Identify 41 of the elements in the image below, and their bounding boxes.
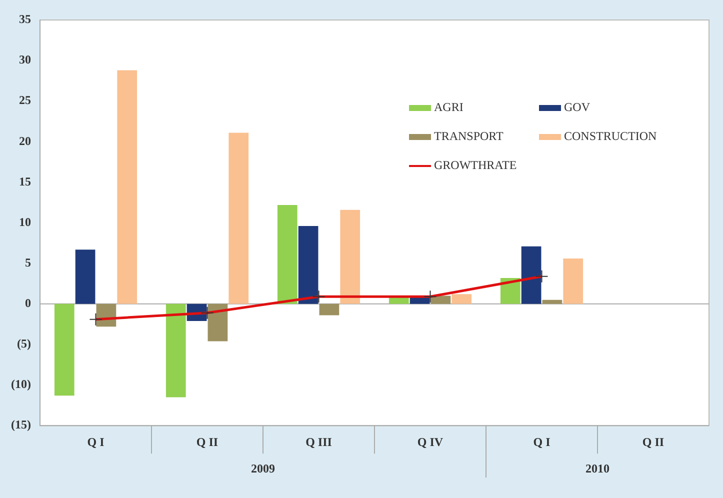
y-tick-label: 10 xyxy=(18,214,31,229)
y-tick-label: 25 xyxy=(18,93,31,108)
x-tick-label: Q I xyxy=(533,434,551,449)
bar xyxy=(521,246,542,304)
bar xyxy=(542,300,562,304)
x-tick-label: Q IV xyxy=(417,434,444,449)
x-tick-label: Q III xyxy=(306,434,332,449)
bar xyxy=(75,250,96,304)
bar xyxy=(277,204,298,304)
legend-label: GOV xyxy=(564,100,590,115)
bar xyxy=(166,304,186,398)
y-tick-label: 30 xyxy=(18,52,31,67)
bar xyxy=(430,296,451,304)
bar xyxy=(340,210,360,304)
text: 2010 xyxy=(586,462,610,476)
y-tick-label: 20 xyxy=(18,134,31,148)
text: 2009 xyxy=(250,462,275,476)
bar xyxy=(319,304,340,316)
bar xyxy=(452,294,472,304)
y-tick-label: 5 xyxy=(24,255,31,270)
x-tick-label: Q II xyxy=(642,434,664,449)
legend-label: CONSTRUCTION xyxy=(564,129,657,144)
y-tick-label: (5) xyxy=(16,336,31,351)
bar xyxy=(228,132,249,304)
y-tick-label: 35 xyxy=(18,12,31,26)
y-tick-label: (15) xyxy=(10,418,31,432)
y-tick-label: (10) xyxy=(10,377,31,392)
bar xyxy=(208,304,228,342)
legend-label: GROWTHRATE xyxy=(434,158,517,173)
x-tick-label: Q I xyxy=(87,434,105,449)
bar xyxy=(54,304,74,396)
x-tick-label: Q II xyxy=(196,434,218,449)
bar xyxy=(388,297,409,304)
y-tick-label: 15 xyxy=(18,174,31,188)
legend-label: TRANSPORT xyxy=(434,129,504,144)
legend-label: AGRI xyxy=(434,100,464,115)
bar xyxy=(500,278,520,304)
bar xyxy=(298,226,318,304)
y-tick-label: 0 xyxy=(24,296,31,310)
bar xyxy=(117,70,138,304)
bar xyxy=(563,258,584,304)
